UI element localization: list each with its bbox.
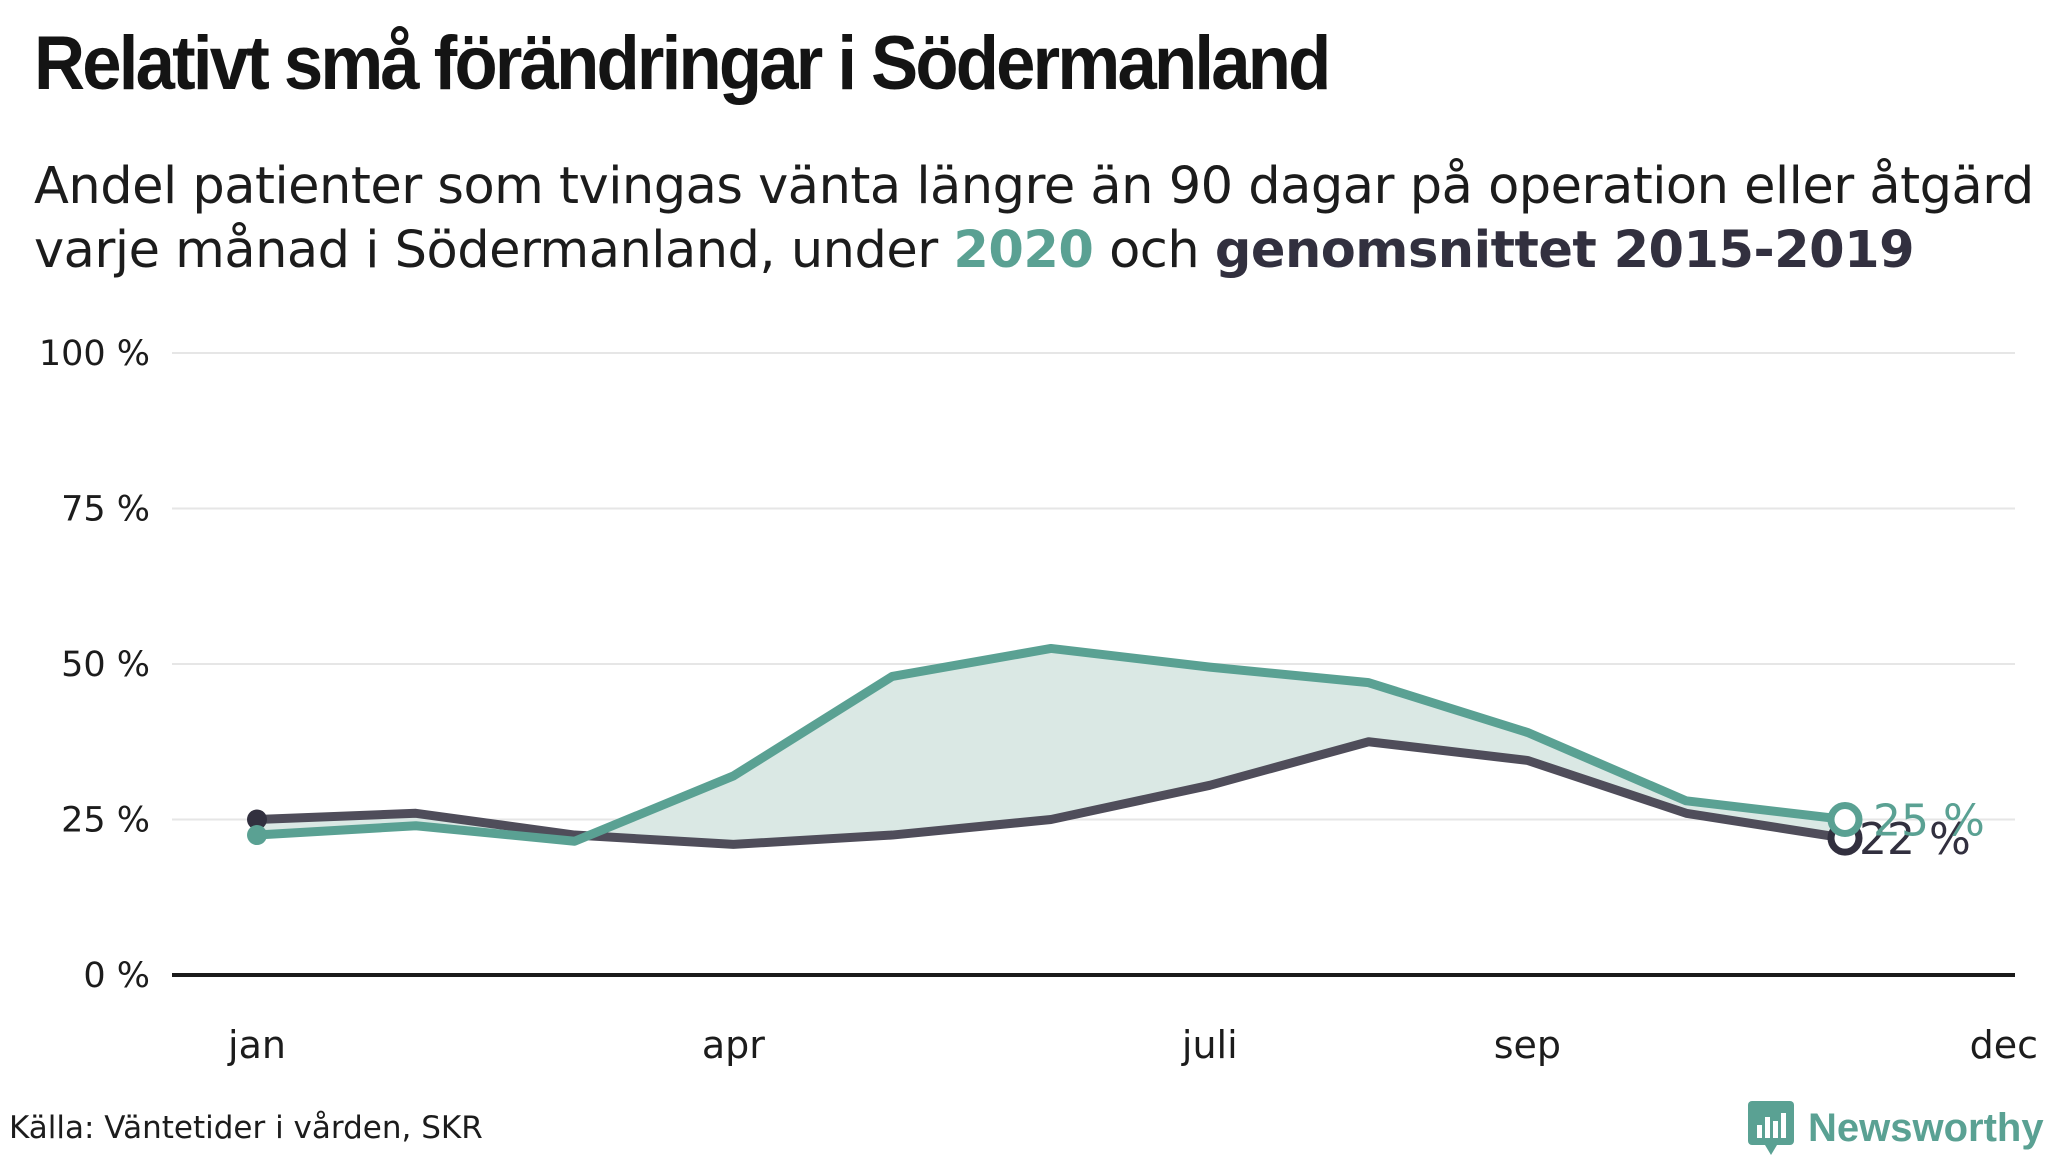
x-tick-label: apr xyxy=(702,1023,765,1067)
y-tick-label: 0 % xyxy=(83,956,150,996)
brand-logo: Newsworthy xyxy=(1748,1100,2044,1156)
y-tick-label: 50 % xyxy=(61,645,150,685)
source-note: Källa: Väntetider i vården, SKR xyxy=(9,1110,483,1146)
series-2020-end-label: 25 % xyxy=(1873,796,1985,847)
series-2020-start-point xyxy=(247,825,267,845)
newsworthy-logo-icon xyxy=(1748,1101,1794,1155)
brand-name: Newsworthy xyxy=(1808,1106,2044,1151)
x-tick-label: jan xyxy=(227,1023,286,1067)
y-tick-label: 25 % xyxy=(61,801,150,841)
y-tick-label: 75 % xyxy=(61,490,150,530)
x-tick-label: dec xyxy=(1970,1023,2038,1067)
series-2020-end-marker xyxy=(1831,806,1859,834)
x-tick-label: juli xyxy=(1181,1023,1238,1067)
y-tick-label: 100 % xyxy=(39,334,150,374)
x-tick-label: sep xyxy=(1494,1023,1561,1067)
